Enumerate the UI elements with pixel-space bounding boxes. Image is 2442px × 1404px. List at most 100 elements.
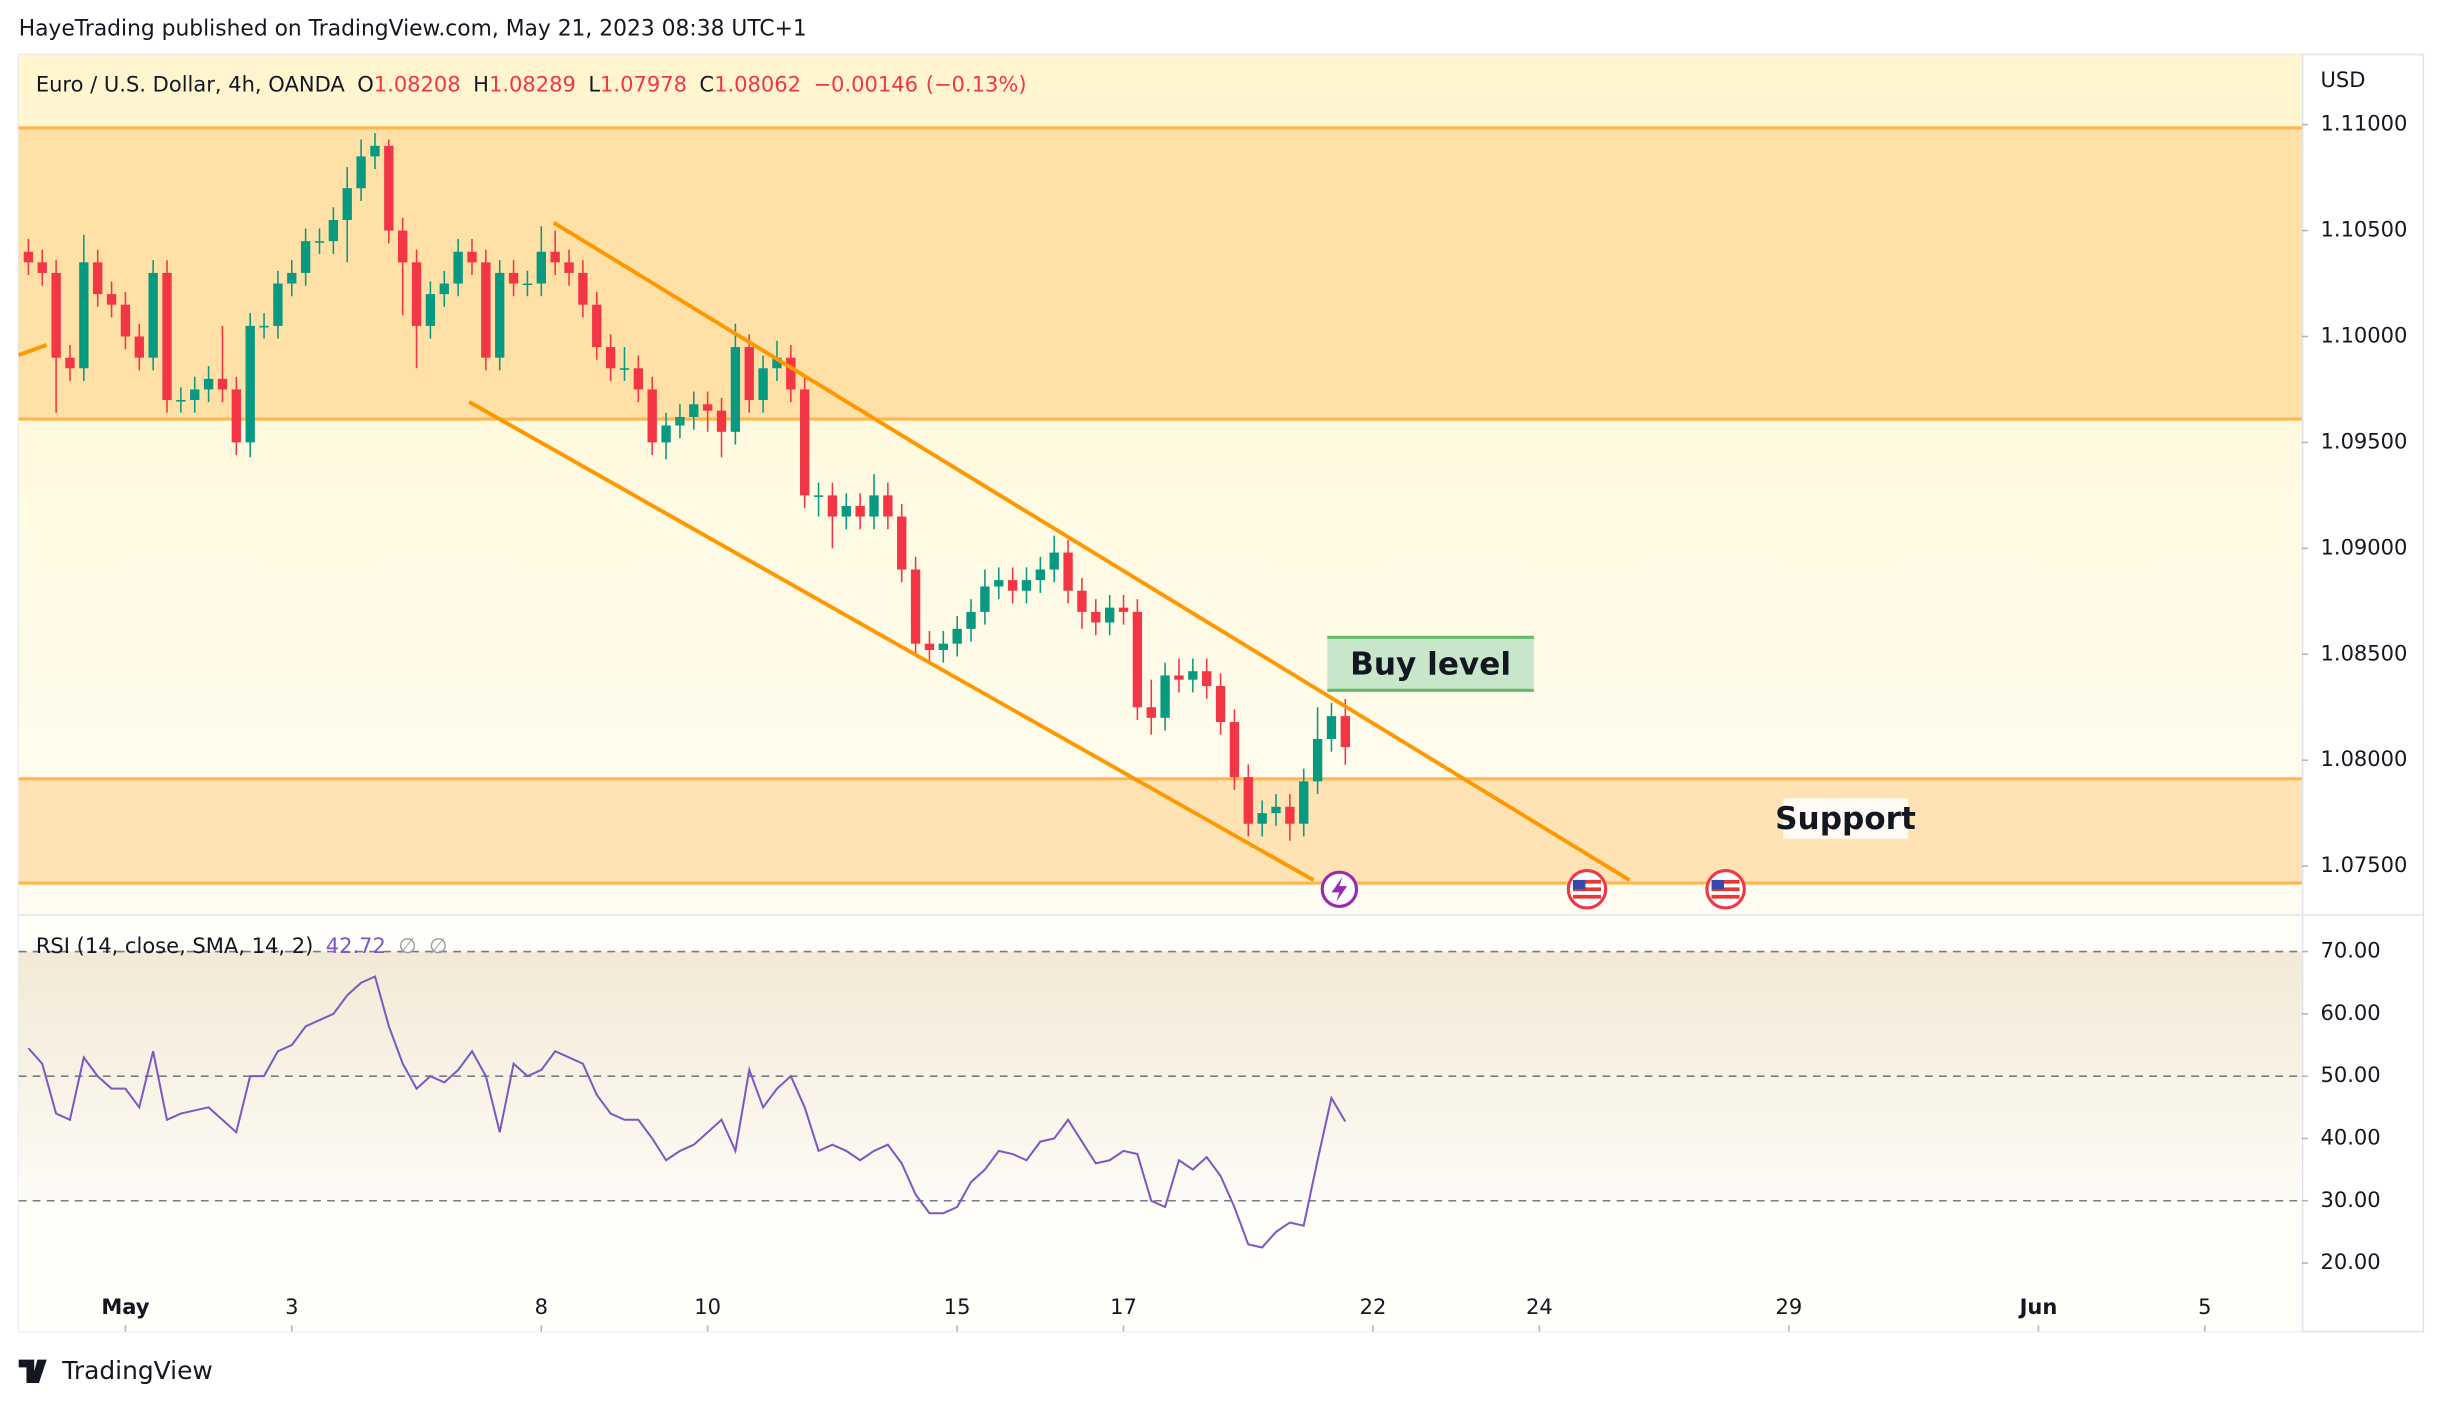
candle-body — [1243, 777, 1253, 824]
ohlc-key: H — [473, 72, 489, 97]
candle-body — [328, 219, 339, 242]
candle-body — [203, 378, 214, 390]
candle-body — [508, 272, 519, 284]
candle-body — [605, 347, 616, 369]
candle-body — [1132, 611, 1143, 708]
candle-body — [190, 389, 200, 401]
candle-body — [245, 325, 255, 443]
footer-brand: TradingView — [61, 1356, 212, 1385]
y-tick-label: 1.09000 — [2321, 534, 2408, 559]
candle-body — [1340, 716, 1350, 748]
candle-body — [1271, 806, 1281, 814]
candle-body — [716, 410, 727, 432]
candle-body — [37, 262, 47, 273]
candle-body — [744, 347, 754, 401]
candle-body — [314, 241, 325, 243]
price-zone — [18, 778, 2302, 884]
y-tick-label: 70.00 — [2321, 938, 2381, 963]
candle-body — [1021, 580, 1032, 591]
candle-body — [176, 400, 186, 402]
candle-body — [1188, 671, 1198, 680]
candle-body — [910, 569, 921, 644]
ohlc-value: 1.07978 — [600, 72, 687, 97]
candle-body — [980, 586, 990, 612]
candle-body — [79, 262, 89, 369]
candle-body — [702, 404, 713, 411]
price-zone — [18, 127, 2302, 420]
y-tick-label: 30.00 — [2321, 1187, 2381, 1212]
candle-body — [661, 425, 671, 443]
rsi-value: 42.72 — [326, 933, 386, 958]
y-tick-label: 1.09500 — [2321, 428, 2408, 453]
candle-body — [924, 643, 935, 651]
us-flag — [1566, 869, 1608, 910]
x-tick-label: 15 — [944, 1294, 971, 1319]
candle-body — [1202, 671, 1212, 687]
change-pct: (−0.13%) — [926, 72, 1027, 97]
candle-body — [952, 628, 962, 644]
candle-body — [536, 251, 546, 284]
candle-body — [162, 272, 172, 401]
ohlc-value: 1.08289 — [489, 72, 576, 97]
candle-body — [1049, 552, 1059, 570]
candle-body — [883, 495, 893, 517]
candle-body — [1285, 806, 1295, 824]
candle-body — [897, 516, 907, 570]
y-tick-label: 1.08500 — [2321, 640, 2408, 665]
candle-body — [300, 241, 311, 273]
x-tick-label: 17 — [1110, 1294, 1137, 1319]
candle-body — [938, 643, 948, 651]
x-tick-label: May — [101, 1294, 149, 1319]
y-tick-label: 20.00 — [2321, 1249, 2381, 1274]
candle-body — [1063, 552, 1073, 591]
candle-body — [453, 251, 463, 284]
currency: USD — [2321, 67, 2366, 92]
candle-body — [1160, 675, 1170, 718]
candle-body — [481, 262, 491, 358]
candle-body — [730, 347, 741, 432]
candle-body — [758, 368, 768, 401]
candle-body — [1229, 722, 1240, 778]
candle-body — [1146, 707, 1156, 718]
candle-body — [356, 156, 366, 189]
x-tick-label: 10 — [694, 1294, 721, 1319]
candle-body — [1104, 607, 1115, 623]
candle-body — [231, 389, 242, 443]
candle-body — [1118, 607, 1129, 612]
change: −0.00146 — [813, 72, 918, 97]
candle-body — [1215, 686, 1226, 723]
candle-body — [51, 272, 61, 358]
y-tick-label: 40.00 — [2321, 1124, 2381, 1149]
x-tick-label: Jun — [2018, 1294, 2058, 1319]
plot: 1.07500 1.08000 1.08500 1.09000 1.09500 1.100… — [18, 111, 2408, 1332]
candle-body — [467, 251, 477, 263]
candle-body — [148, 272, 158, 358]
event-bolt — [1331, 876, 1348, 902]
x-tick-label: 29 — [1776, 1294, 1803, 1319]
candle-body — [1174, 675, 1184, 680]
candle-body — [1257, 813, 1267, 824]
candle-body — [564, 262, 574, 273]
label-bg — [1783, 798, 1908, 839]
candle-body — [1091, 611, 1101, 623]
level-box — [1327, 637, 1534, 691]
trend-line — [468, 400, 1315, 882]
candle-body — [550, 251, 560, 263]
tv-logo — [18, 1359, 47, 1383]
candle-body — [495, 272, 505, 358]
legend-rsi: RSI (14, close, SMA, 14, 2) 42.72 ∅ ∅ — [36, 933, 448, 958]
candle-body — [23, 251, 34, 263]
candle-body — [425, 294, 436, 326]
candle-body — [398, 230, 408, 263]
candle-body — [439, 283, 449, 295]
x-tick-label: 5 — [2198, 1294, 2211, 1319]
candle-body — [411, 262, 422, 326]
candle-body — [370, 145, 380, 157]
x-tick-label: 22 — [1360, 1294, 1387, 1319]
symbol-title: Euro / U.S. Dollar, 4h, OANDA — [36, 72, 346, 97]
candle-body — [93, 262, 103, 295]
y-tick-label: 1.10500 — [2321, 217, 2408, 242]
y-tick-label: 60.00 — [2321, 1000, 2381, 1025]
